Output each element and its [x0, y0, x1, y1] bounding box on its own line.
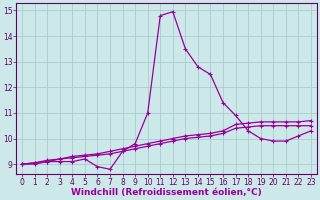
X-axis label: Windchill (Refroidissement éolien,°C): Windchill (Refroidissement éolien,°C) — [71, 188, 262, 197]
